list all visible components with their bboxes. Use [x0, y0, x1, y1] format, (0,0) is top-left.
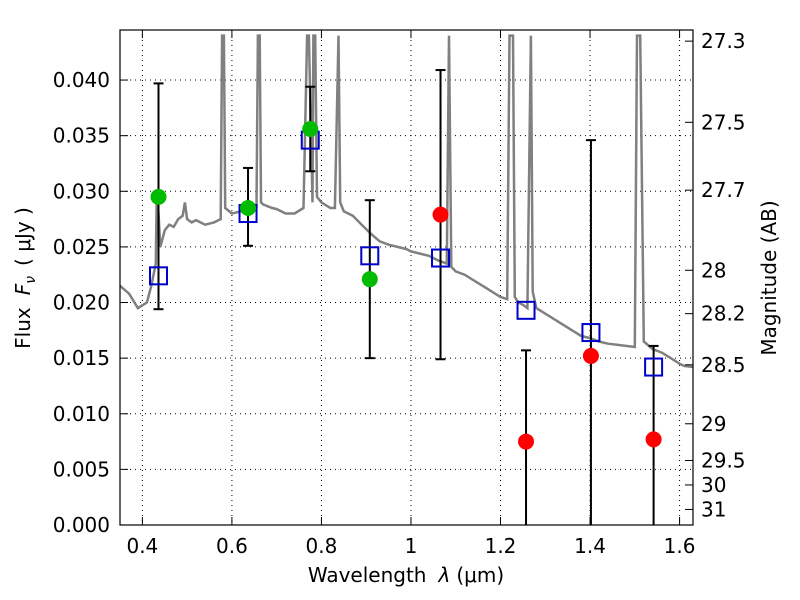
model-square-point: [148, 266, 168, 286]
y2-tick-label: 29.5: [701, 448, 746, 472]
x-axis-title: Wavelength λ (μm): [308, 563, 504, 587]
x-axis-title-symbol: λ: [438, 563, 451, 587]
model-square-point: [431, 248, 451, 268]
y-axis-ticks: 0.000 0.005 0.010 0.015 0.020 0.025 0.030 0.035…: [53, 68, 128, 537]
y-tick-label: 0.025: [53, 235, 110, 259]
upper-limit-point: [582, 347, 599, 364]
upper-limit-point: [432, 206, 449, 223]
model-square-point: [360, 246, 380, 266]
y-tick-label: 0.005: [53, 457, 110, 481]
y2-tick-label: 27.5: [701, 110, 746, 134]
y2-tick-label: 30: [701, 473, 726, 497]
x-tick-label: 0.8: [306, 534, 338, 558]
detection-point: [361, 271, 378, 288]
model-square-point: [516, 300, 536, 320]
x-tick-label: 1.4: [574, 534, 606, 558]
detection-point: [150, 188, 167, 205]
y-tick-label: 0.015: [53, 346, 110, 370]
x-tick-label: 0.4: [126, 534, 158, 558]
detection-point: [302, 121, 319, 137]
y-axis-title: Flux Fν ( μJy ): [11, 207, 39, 349]
model-square-point: [644, 357, 664, 377]
x-tick-label: 1.2: [485, 534, 517, 558]
y2-tick-label: 28.5: [701, 353, 746, 377]
x-axis-title-text: Wavelength: [308, 563, 427, 587]
y-tick-label: 0.000: [53, 513, 110, 537]
y-axis-title-symbol: F: [11, 283, 35, 295]
y2-tick-label: 31: [701, 497, 726, 521]
photometry-points: [150, 121, 662, 450]
model-square-point: [581, 323, 601, 343]
y2-tick-label: 27.3: [701, 29, 746, 53]
y-axis-title-text: Flux: [11, 307, 35, 349]
y2-tick-label: 27.7: [701, 178, 746, 202]
upper-limit-point: [518, 433, 535, 450]
y-tick-label: 0.020: [53, 291, 110, 315]
y-axis-title-subscript: ν: [23, 276, 39, 284]
upper-limit-point: [645, 431, 662, 448]
y-tick-label: 0.030: [53, 179, 110, 203]
x-tick-label: 1.6: [664, 534, 696, 558]
plot-frame: [119, 29, 694, 526]
y2-axis-title: Magnitude (AB): [757, 200, 781, 355]
y2-tick-label: 28.2: [701, 302, 746, 326]
x-tick-label: 0.6: [216, 534, 248, 558]
y-tick-label: 0.010: [53, 402, 110, 426]
y2-tick-label: 29: [701, 412, 726, 436]
x-axis-ticks: 0.4 0.6 0.8 1 1.2 1.4 1.6: [126, 30, 695, 558]
sed-model-curve: [120, 34, 693, 369]
detection-point: [240, 199, 257, 216]
y-tick-label: 0.035: [53, 124, 110, 148]
x-axis-title-unit: (μm): [456, 563, 504, 587]
y-axis-title-unit: ( μJy ): [11, 207, 35, 266]
x-tick-label: 1: [405, 534, 418, 558]
y-tick-label: 0.040: [53, 68, 110, 92]
y2-tick-label: 28: [701, 258, 726, 282]
